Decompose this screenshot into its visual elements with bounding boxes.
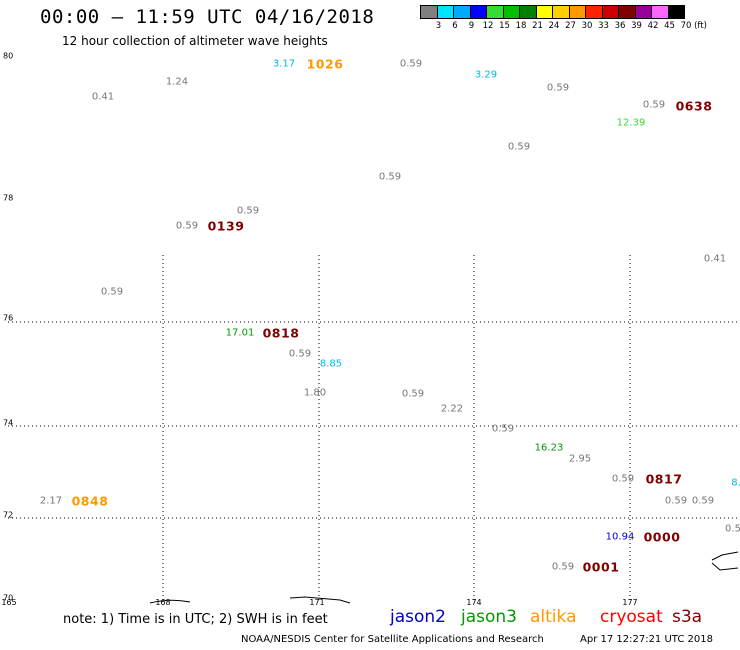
legend-cryosat: cryosat bbox=[600, 607, 663, 627]
pass-time-label: 0001 bbox=[582, 559, 620, 575]
wave-height-label: 0.59 bbox=[551, 561, 575, 573]
wave-height-label: 17.01 bbox=[225, 327, 255, 339]
pass-time-label: 0000 bbox=[643, 529, 681, 545]
lon-label: 165 bbox=[1, 598, 17, 607]
color-scale-unit: (ft) bbox=[694, 21, 707, 31]
wave-height-label: 0.59 bbox=[399, 58, 423, 70]
lat-label: 72 bbox=[3, 510, 14, 520]
footer-credit: NOAA/NESDIS Center for Satellite Applica… bbox=[241, 634, 544, 645]
color-scale-tick: 42 bbox=[647, 21, 659, 31]
wave-height-label: 3.17 bbox=[272, 58, 296, 70]
color-scale-tick: 21 bbox=[532, 21, 543, 31]
wave-height-label: 8.85 bbox=[319, 358, 343, 370]
color-scale-tick: 36 bbox=[614, 21, 626, 31]
color-scale-tick: 6 bbox=[452, 21, 458, 31]
lon-label: 177 bbox=[622, 598, 638, 607]
wave-height-label: 0.59 bbox=[642, 99, 666, 111]
legend-jason3: jason3 bbox=[461, 607, 517, 627]
wave-height-label: 2.17 bbox=[39, 495, 63, 507]
pass-time-label: 0638 bbox=[675, 98, 713, 114]
wave-height-label: 0.59 bbox=[691, 495, 715, 507]
wave-height-label: 0.59 bbox=[401, 388, 425, 400]
color-scale-tick-labels: 3 6 9 12 15 18 21 24 27 30 33 36 39 42 45 70 (ft) bbox=[421, 21, 740, 33]
lat-label: 80 bbox=[3, 51, 14, 61]
lat-label: 70 bbox=[3, 593, 14, 603]
color-scale-tick: 18 bbox=[515, 21, 527, 31]
color-swatch bbox=[667, 5, 685, 19]
wave-height-color-scale bbox=[420, 5, 685, 19]
color-scale-tick: 45 bbox=[664, 21, 675, 31]
coastline-fragments bbox=[149, 551, 739, 604]
pass-time-label: 0818 bbox=[262, 325, 300, 341]
pass-time-label: 1026 bbox=[306, 56, 344, 72]
legend-altika: altika bbox=[530, 607, 577, 627]
wave-height-label: 0.41 bbox=[91, 91, 115, 103]
lon-label: 171 bbox=[309, 598, 325, 607]
wave-height-label: 2.95 bbox=[568, 453, 592, 465]
wave-height-label: 12.39 bbox=[616, 117, 646, 129]
wave-height-label: 0.59 bbox=[378, 171, 402, 183]
wave-height-label: 16.23 bbox=[534, 442, 564, 454]
pass-time-label: 0817 bbox=[645, 471, 683, 487]
legend-s3a: s3a bbox=[672, 607, 703, 627]
footer-timestamp: Apr 17 12:27:21 UTC 2018 bbox=[580, 634, 713, 645]
wave-height-label: 10.94 bbox=[605, 531, 635, 543]
wave-height-label: 0.59 bbox=[546, 82, 570, 94]
color-scale-tick: 30 bbox=[581, 21, 593, 31]
wave-height-label: 0.59 bbox=[664, 495, 688, 507]
legend-jason2: jason2 bbox=[390, 607, 446, 627]
color-scale-tick: 24 bbox=[548, 21, 560, 31]
wave-height-label: 0.59 bbox=[611, 473, 635, 485]
lat-label: 74 bbox=[3, 418, 14, 428]
lat-label: 78 bbox=[3, 193, 14, 203]
color-scale-tick: 33 bbox=[598, 21, 609, 31]
wave-height-label: 0.59 bbox=[100, 286, 124, 298]
color-scale-tick: 39 bbox=[631, 21, 642, 31]
color-scale-tick: 15 bbox=[499, 21, 510, 31]
pass-time-label: 0848 bbox=[71, 493, 109, 509]
wave-height-label: 0.5 bbox=[725, 523, 740, 535]
units-note: note: 1) Time is in UTC; 2) SWH is in fe… bbox=[63, 612, 328, 627]
color-scale-tick: 12 bbox=[482, 21, 494, 31]
lon-label: 168 bbox=[155, 598, 171, 607]
wave-height-label: 0.41 bbox=[703, 253, 727, 265]
wave-height-label: 0.59 bbox=[507, 141, 531, 153]
color-scale-tick: 27 bbox=[565, 21, 576, 31]
color-scale-tick: 70 bbox=[680, 21, 692, 31]
wave-height-label: 0.59 bbox=[175, 220, 199, 232]
wave-height-label: 0.59 bbox=[288, 348, 312, 360]
lon-label: 174 bbox=[466, 598, 482, 607]
wave-height-label: 3.29 bbox=[474, 69, 498, 81]
pass-time-label: 0139 bbox=[207, 218, 245, 234]
color-scale-tick: 3 bbox=[435, 21, 442, 31]
color-scale-tick: 9 bbox=[468, 21, 475, 31]
wave-height-label: 1.24 bbox=[165, 76, 189, 88]
wave-height-label: 1.80 bbox=[303, 387, 327, 399]
map-title: 00:00 – 11:59 UTC 04/16/2018 bbox=[40, 6, 375, 28]
wave-height-label: 2.22 bbox=[440, 403, 464, 415]
lat-label: 76 bbox=[3, 313, 14, 323]
wave-height-label: 8. bbox=[731, 477, 740, 489]
map-subtitle: 12 hour collection of altimeter wave hei… bbox=[62, 34, 328, 48]
wave-height-label: 0.59 bbox=[236, 205, 260, 217]
wave-height-label: 0.59 bbox=[491, 423, 515, 435]
